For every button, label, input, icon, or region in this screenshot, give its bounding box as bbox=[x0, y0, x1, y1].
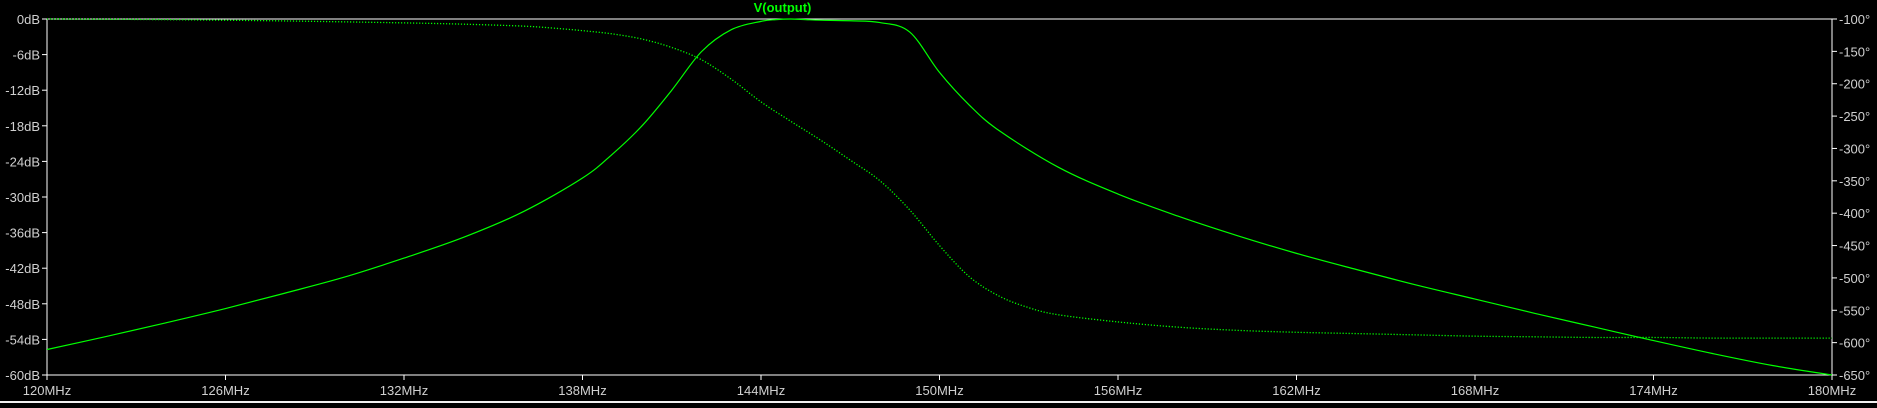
y-right-tick-label: -450° bbox=[1839, 239, 1870, 254]
y-left-tick-label: -12dB bbox=[5, 83, 40, 98]
y-right-tick-label: -150° bbox=[1839, 44, 1870, 59]
y-left-tick-label: -30dB bbox=[5, 190, 40, 205]
bottom-strip bbox=[0, 401, 1877, 403]
y-axis-left: 0dB -6dB -12dB -18dB -24dB -30dB -36dB -42dB -48… bbox=[5, 12, 47, 383]
x-tick-label: 126MHz bbox=[201, 383, 249, 398]
traces bbox=[47, 18, 1832, 376]
x-tick-label: 156MHz bbox=[1094, 383, 1142, 398]
chart-title: V(output) bbox=[754, 0, 812, 15]
x-tick-label: 180MHz bbox=[1808, 383, 1856, 398]
y-right-tick-label: -200° bbox=[1839, 77, 1870, 92]
magnitude-trace bbox=[47, 18, 1832, 376]
y-right-tick-label: -300° bbox=[1839, 141, 1870, 156]
y-left-tick-label: -48dB bbox=[5, 297, 40, 312]
x-tick-label: 132MHz bbox=[380, 383, 428, 398]
y-left-tick-label: -24dB bbox=[5, 154, 40, 169]
y-right-tick-label: -550° bbox=[1839, 303, 1870, 318]
y-axis-right: -100° -150° -200° -250° -300° -350° -400° -450°… bbox=[1832, 12, 1870, 383]
y-left-tick-label: -54dB bbox=[5, 332, 40, 347]
x-axis: 120MHz 126MHz 132MHz 138MHz 144MHz 150MHz 156M… bbox=[23, 375, 1856, 398]
y-left-tick-label: -60dB bbox=[5, 368, 40, 383]
y-right-tick-label: -250° bbox=[1839, 109, 1870, 124]
x-tick-label: 168MHz bbox=[1451, 383, 1499, 398]
y-right-tick-label: -100° bbox=[1839, 12, 1870, 27]
x-tick-label: 174MHz bbox=[1629, 383, 1677, 398]
y-left-tick-label: -18dB bbox=[5, 119, 40, 134]
y-left-tick-label: -42dB bbox=[5, 261, 40, 276]
y-right-tick-label: -650° bbox=[1839, 368, 1870, 383]
y-left-tick-label: -36dB bbox=[5, 226, 40, 241]
y-right-tick-label: -350° bbox=[1839, 174, 1870, 189]
x-tick-label: 162MHz bbox=[1272, 383, 1320, 398]
x-tick-label: 138MHz bbox=[558, 383, 606, 398]
y-right-tick-label: -400° bbox=[1839, 206, 1870, 221]
x-tick-label: 144MHz bbox=[737, 383, 785, 398]
x-tick-label: 150MHz bbox=[915, 383, 963, 398]
x-tick-label: 120MHz bbox=[23, 383, 71, 398]
y-left-tick-label: -6dB bbox=[13, 48, 40, 63]
y-left-tick-label: 0dB bbox=[17, 12, 40, 27]
y-right-tick-label: -500° bbox=[1839, 271, 1870, 286]
phase-trace bbox=[47, 18, 1832, 339]
y-right-tick-label: -600° bbox=[1839, 336, 1870, 351]
